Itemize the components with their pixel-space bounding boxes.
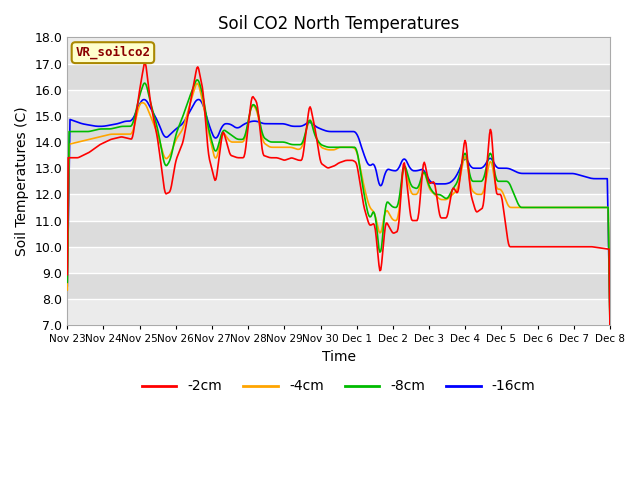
Bar: [67, 90, 610, 116]
Bar: [67, 194, 610, 220]
Text: VR_soilco2: VR_soilco2: [76, 46, 150, 60]
Bar: [67, 142, 610, 168]
Bar: [67, 220, 610, 247]
Bar: [67, 273, 610, 299]
X-axis label: Time: Time: [322, 350, 356, 364]
Bar: [67, 63, 610, 90]
Bar: [67, 37, 610, 63]
Bar: [67, 247, 610, 273]
Bar: [67, 168, 610, 194]
Bar: [67, 299, 610, 325]
Bar: [67, 116, 610, 142]
Legend: -2cm, -4cm, -8cm, -16cm: -2cm, -4cm, -8cm, -16cm: [136, 374, 541, 399]
Y-axis label: Soil Temperatures (C): Soil Temperatures (C): [15, 107, 29, 256]
Title: Soil CO2 North Temperatures: Soil CO2 North Temperatures: [218, 15, 460, 33]
